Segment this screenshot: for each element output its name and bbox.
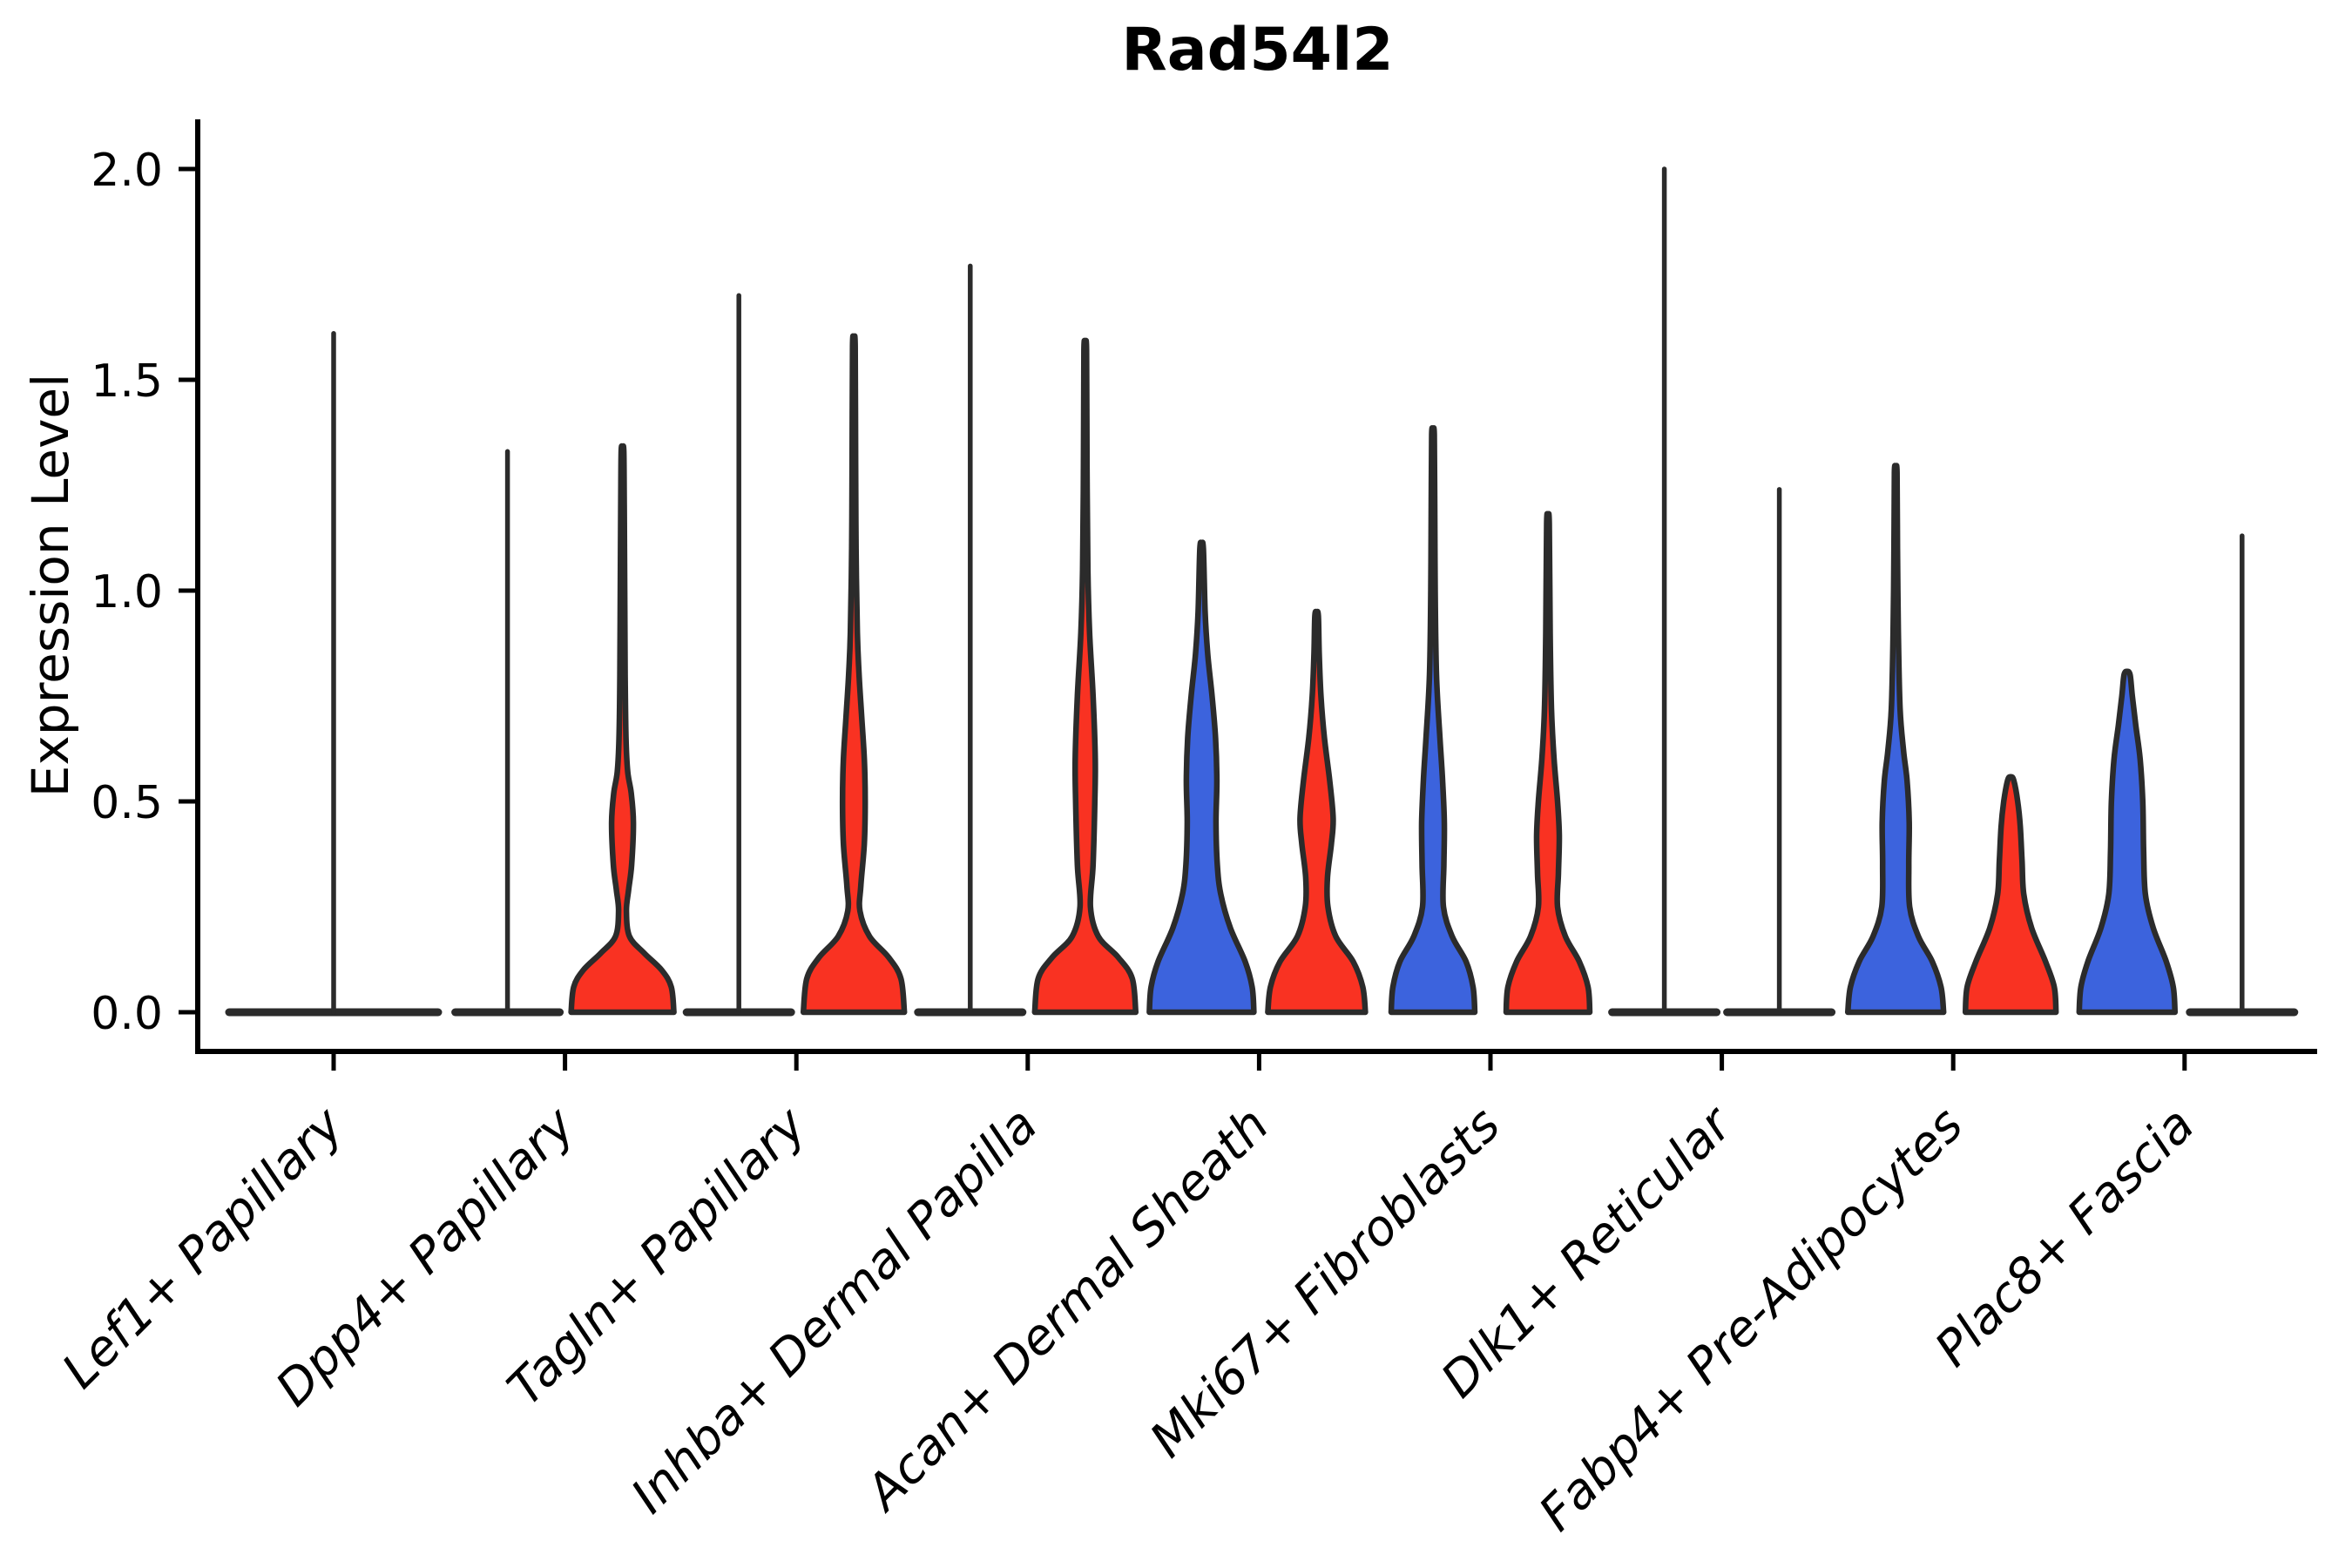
violin-body-red xyxy=(1503,510,1593,1016)
y-tick-label: 2.0 xyxy=(91,145,163,197)
x-tick-label: Acan+ Dermal Sheath xyxy=(854,1097,1280,1523)
y-tick-label: 1.5 xyxy=(91,355,163,408)
violin-body-blue xyxy=(1388,425,1478,1016)
y-tick-label: 0.5 xyxy=(91,777,163,829)
y-tick-label: 0.0 xyxy=(91,988,163,1040)
violin-body-red xyxy=(1265,608,1369,1016)
violin-body-blue xyxy=(1844,463,1947,1016)
violin-body-red xyxy=(1962,774,2059,1016)
y-tick-label: 1.0 xyxy=(91,566,163,618)
chart-title: Rad54l2 xyxy=(1121,16,1394,84)
x-tick-label: Fabp4+ Pre-Adipocytes xyxy=(1529,1097,1974,1542)
violin-body-red xyxy=(568,443,677,1016)
x-tick-label: Inhba+ Dermal Papilla xyxy=(621,1097,1049,1524)
violin-body-red xyxy=(1031,337,1139,1016)
violin-body-blue xyxy=(1146,539,1257,1016)
violin-body-blue xyxy=(2076,668,2179,1016)
violin-body-red xyxy=(800,333,908,1016)
